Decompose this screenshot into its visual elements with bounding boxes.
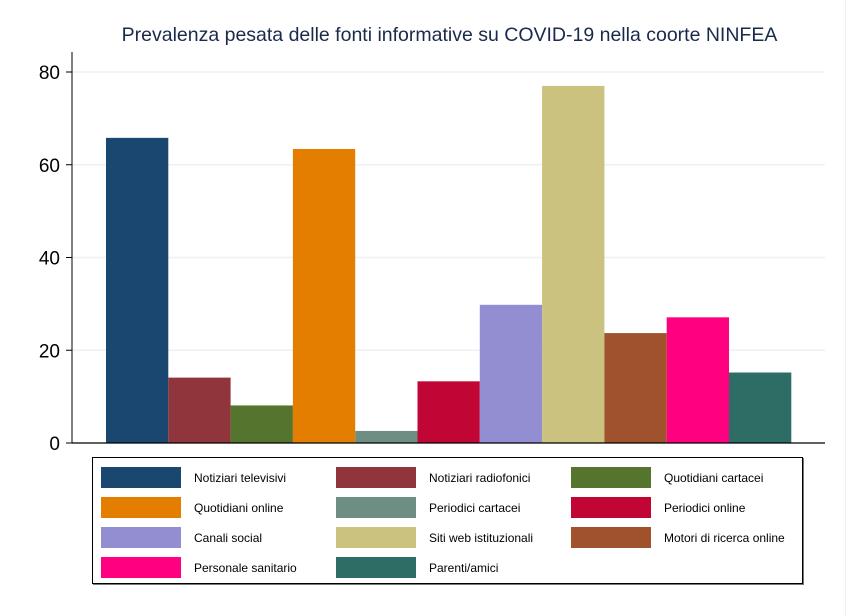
legend-swatch xyxy=(336,497,416,518)
y-axis: 0 20 40 60 80 xyxy=(39,52,825,455)
y-tick-label: 40 xyxy=(39,249,60,270)
bar-canali-social xyxy=(479,304,543,443)
bar-parenti-amici xyxy=(729,372,792,443)
legend-swatch xyxy=(101,467,181,488)
legend-label: Parenti/amici xyxy=(429,560,499,575)
legend-label: Notiziari televisivi xyxy=(194,470,287,485)
legend-label: Quotidiani cartacei xyxy=(664,470,764,485)
legend-item: Motori di ricerca online xyxy=(571,526,785,549)
legend-swatch xyxy=(101,527,181,548)
bars xyxy=(106,85,792,444)
y-tick-label: 0 xyxy=(49,434,60,455)
chart-title: Prevalenza pesata delle fonti informativ… xyxy=(121,24,778,46)
gridlines xyxy=(72,71,825,351)
legend-swatch xyxy=(571,527,651,548)
bar-quotidiani-online xyxy=(292,148,356,444)
legend-label: Canali social xyxy=(194,530,263,545)
legend-swatch xyxy=(571,467,651,488)
legend-label: Motori di ricerca online xyxy=(664,530,785,545)
bar-personale-sanitario xyxy=(666,317,729,443)
legend-swatch xyxy=(336,527,416,548)
bar-quotidiani-cartacei xyxy=(230,405,293,443)
legend-swatch xyxy=(336,467,416,488)
bar-motori-di-ricerca-online xyxy=(604,333,667,443)
legend-item: Notiziari radiofonici xyxy=(336,466,530,489)
legend-item: Notiziari televisivi xyxy=(101,466,286,489)
y-tick-label: 60 xyxy=(39,156,60,177)
y-tick-label: 20 xyxy=(39,341,60,362)
y-tick-label: 80 xyxy=(39,63,60,84)
legend-item: Quotidiani cartacei xyxy=(571,466,763,489)
legend: Notiziari televisivi Notiziari radiofonic… xyxy=(92,457,803,584)
legend-label: Notiziari radiofonici xyxy=(429,470,531,485)
legend-item: Siti web istituzionali xyxy=(336,526,533,549)
legend-swatch xyxy=(571,497,651,518)
legend-label: Periodici online xyxy=(664,500,746,515)
legend-label: Quotidiani online xyxy=(194,500,284,515)
legend-label: Siti web istituzionali xyxy=(429,530,534,545)
legend-label: Periodici cartacei xyxy=(429,500,521,515)
legend-label: Personale sanitario xyxy=(194,560,297,575)
legend-item: Periodici cartacei xyxy=(336,496,520,519)
bar-siti-web-istituzionali xyxy=(542,85,605,443)
bar-periodici-cartacei xyxy=(355,430,418,443)
legend-swatch xyxy=(101,557,181,578)
bar-periodici-online xyxy=(417,381,480,443)
legend-swatch xyxy=(101,497,181,518)
bar-notiziari-televisivi xyxy=(106,137,169,444)
legend-item: Periodici online xyxy=(571,496,745,519)
legend-item: Canali social xyxy=(101,526,262,549)
legend-item: Personale sanitario xyxy=(101,556,297,579)
legend-item: Parenti/amici xyxy=(336,556,498,579)
legend-item: Quotidiani online xyxy=(101,496,283,519)
bar-notiziari-radiofonici xyxy=(168,377,231,443)
legend-swatch xyxy=(336,557,416,578)
